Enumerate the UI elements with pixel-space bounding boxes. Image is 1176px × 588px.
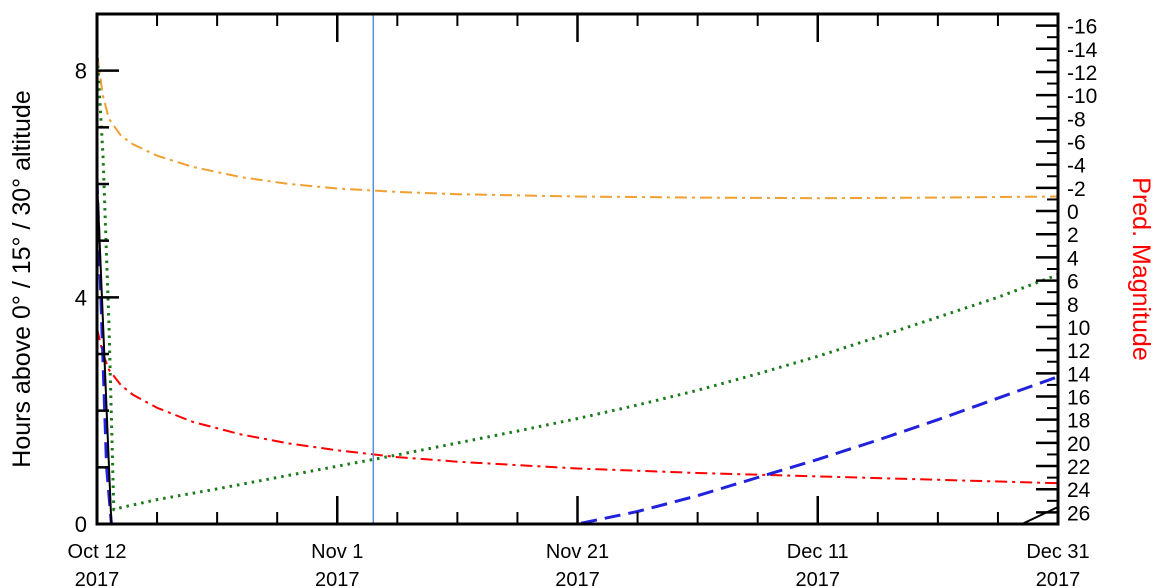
y2-tick-label: 22 xyxy=(1067,456,1090,479)
x-tick-label: Dec 11 xyxy=(787,541,849,563)
x-tick-label: Oct 12 xyxy=(68,541,127,563)
y2-tick-label: 8 xyxy=(1067,294,1079,317)
x-tick-year: 2017 xyxy=(75,569,120,588)
y2-tick-label: -2 xyxy=(1067,178,1086,201)
y2-tick-label: -12 xyxy=(1067,62,1097,85)
y2-tick-label: 12 xyxy=(1067,340,1090,363)
x-tick-label: Nov 1 xyxy=(311,541,363,563)
x-tick-year: 2017 xyxy=(796,569,841,588)
y2-tick-label: -8 xyxy=(1067,108,1086,131)
y2-tick-label: 14 xyxy=(1067,363,1091,386)
x-tick-year: 2017 xyxy=(555,569,600,588)
series-red-line xyxy=(96,328,1059,485)
x-tick-year: 2017 xyxy=(1036,569,1081,588)
plot-frame xyxy=(95,12,1060,526)
y-axis-label: Hours above 0° / 15° / 30° altitude xyxy=(8,90,36,467)
y2-tick-label: -16 xyxy=(1067,16,1097,39)
y2-tick-label: 2 xyxy=(1067,224,1079,247)
y2-tick-label: 16 xyxy=(1067,387,1090,410)
y-tick-label: 0 xyxy=(75,512,87,537)
y2-tick-label: 20 xyxy=(1067,433,1090,456)
series-blue-line xyxy=(95,178,1059,526)
series-black-line xyxy=(96,178,1059,525)
x-tick-label: Nov 21 xyxy=(546,541,609,563)
x-tick-label: Dec 31 xyxy=(1026,541,1089,563)
y-tick-label: 4 xyxy=(75,285,87,310)
axis-ticks xyxy=(95,12,1060,526)
y2-axis-label: Pred. Magnitude xyxy=(1127,177,1155,360)
y2-tick-label: 24 xyxy=(1067,479,1091,502)
series-green-line xyxy=(95,50,1059,512)
y2-tick-label: -14 xyxy=(1067,39,1098,62)
y2-tick-label: -6 xyxy=(1067,132,1086,155)
y2-tick-label: -10 xyxy=(1067,85,1097,108)
y2-tick-label: 0 xyxy=(1067,201,1079,224)
y2-tick-label: 4 xyxy=(1067,247,1079,270)
y2-tick-label: -4 xyxy=(1067,155,1086,178)
x-tick-year: 2017 xyxy=(315,569,360,588)
series-orange-line xyxy=(96,53,1059,200)
y2-tick-label: 18 xyxy=(1067,410,1090,433)
y2-tick-label: 26 xyxy=(1067,502,1090,525)
y2-tick-label: 6 xyxy=(1067,271,1079,294)
plot-series xyxy=(95,50,1059,526)
axis-tick-labels: Oct 12 2017 Nov 1 2017 Nov 21 2017 Dec 11 2017 D… xyxy=(68,16,1098,588)
y2-tick-label: 10 xyxy=(1067,317,1090,340)
y-tick-label: 8 xyxy=(75,59,87,84)
